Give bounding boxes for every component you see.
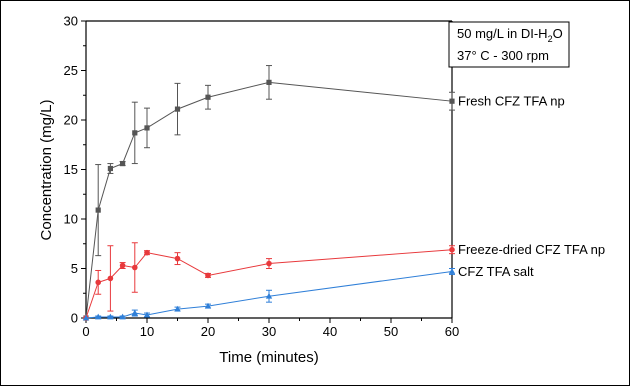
x-tick-label: 30 <box>262 324 276 339</box>
data-point <box>174 106 181 112</box>
data-point <box>449 98 455 104</box>
y-tick-label: 25 <box>64 63 78 78</box>
data-point <box>265 292 273 299</box>
y-axis-title: Concentration (mg/L) <box>38 100 55 241</box>
data-point <box>205 94 211 100</box>
data-point <box>448 268 456 274</box>
data-point <box>107 313 114 320</box>
data-point <box>82 314 90 321</box>
series-label: Freeze-dried CFZ TFA np <box>458 242 605 257</box>
data-point <box>132 130 138 136</box>
axes: 0 10 20 30 40 50 60 0 5 10 15 20 25 30 <box>64 14 460 340</box>
data-point <box>132 264 138 271</box>
data-point <box>95 207 101 213</box>
data-point <box>144 125 150 131</box>
info-box-border <box>448 21 570 68</box>
x-axis-title: Time (minutes) <box>219 349 318 366</box>
data-point <box>95 279 101 286</box>
y-tick-label: 0 <box>71 311 78 326</box>
x-tick-label: 40 <box>323 324 337 339</box>
data-point <box>144 249 150 256</box>
x-tick-label: 20 <box>201 324 215 339</box>
data-point <box>266 260 272 267</box>
data-point <box>174 305 181 312</box>
data-point <box>204 302 212 309</box>
series-cfz-tfa-salt: CFZ TFA salt <box>82 264 534 321</box>
data-point <box>107 165 113 172</box>
info-line-1: 50 mg/L in DI-H2O <box>457 26 563 44</box>
x-tick-label: 50 <box>384 324 398 339</box>
series-label: CFZ TFA salt <box>458 264 534 279</box>
data-point <box>205 272 211 279</box>
data-point <box>143 311 151 318</box>
series-freeze-dried-cfz-tfa-np: Freeze-dried CFZ TFA np <box>83 242 605 321</box>
series-line <box>85 270 453 319</box>
info-line-2: 37° C - 300 rpm <box>457 48 549 63</box>
data-point <box>95 313 102 320</box>
y-tick-label: 30 <box>64 14 78 29</box>
y-tick-label: 15 <box>64 162 78 177</box>
data-point <box>174 255 181 262</box>
series-line <box>85 81 453 319</box>
y-tick-label: 5 <box>71 261 78 276</box>
data-point <box>119 313 126 320</box>
y-tick-label: 10 <box>64 212 78 227</box>
data-point <box>107 275 114 282</box>
data-point <box>449 246 455 253</box>
data-point <box>131 309 138 316</box>
series-line <box>85 249 453 319</box>
series-label: Fresh CFZ TFA np <box>458 94 565 109</box>
series-fresh-cfz-tfa-np: Fresh CFZ TFA np <box>83 65 565 321</box>
data-point <box>120 160 126 167</box>
data-point <box>119 262 126 269</box>
x-tick-label: 10 <box>140 324 154 339</box>
data-point <box>266 79 272 85</box>
x-tick-label: 60 <box>445 324 459 339</box>
info-box: 50 mg/L in DI-H2O 37° C - 300 rpm <box>448 21 570 68</box>
x-tick-label: 0 <box>82 324 89 339</box>
y-tick-label: 20 <box>64 113 78 128</box>
series-layer: Fresh CFZ TFA np Freeze-dried CFZ TFA np C… <box>82 65 605 321</box>
